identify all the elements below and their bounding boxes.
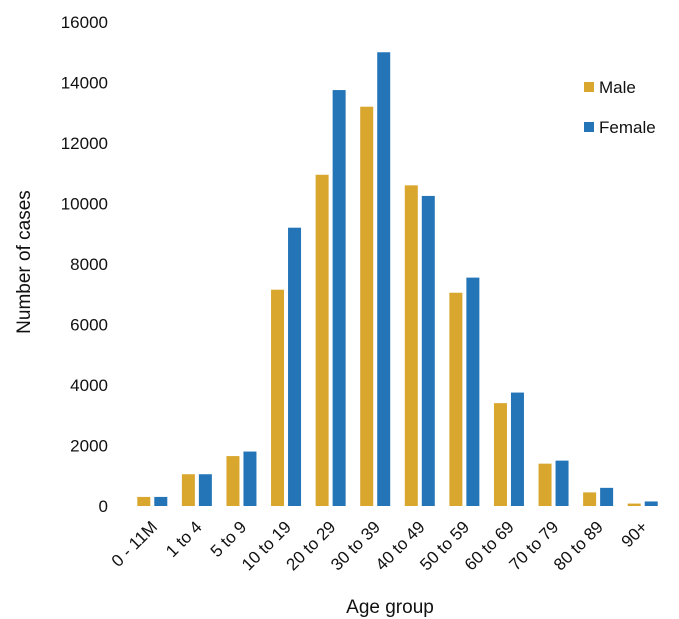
bars xyxy=(137,52,658,506)
bar-female xyxy=(421,195,435,506)
bar-male xyxy=(271,289,285,506)
y-tick-label: 6000 xyxy=(70,316,108,335)
bar-female xyxy=(154,496,168,506)
y-tick-label: 10000 xyxy=(61,195,108,214)
bar-male xyxy=(181,474,195,506)
bar-female xyxy=(466,277,480,506)
legend-label-male: Male xyxy=(599,78,636,97)
y-tick-label: 0 xyxy=(99,497,108,516)
y-tick-label: 4000 xyxy=(70,376,108,395)
bar-male xyxy=(404,185,418,506)
x-tick-label: 80 to 89 xyxy=(550,517,607,574)
bar-female xyxy=(377,52,391,506)
x-axis-title: Age group xyxy=(346,597,434,618)
y-tick-label: 16000 xyxy=(61,13,108,32)
y-tick-label: 2000 xyxy=(70,437,108,456)
legend: Male Female xyxy=(584,78,656,137)
bar-female xyxy=(243,451,257,506)
y-tick-label: 14000 xyxy=(61,74,108,93)
bar-female xyxy=(644,501,658,506)
y-axis-ticks: 0 2000 4000 6000 8000 10000 12000 14000 16000 xyxy=(61,13,108,516)
legend-label-female: Female xyxy=(599,118,656,137)
legend-swatch-female xyxy=(584,122,594,132)
legend-swatch-male xyxy=(584,82,594,92)
bar-male xyxy=(449,292,463,506)
x-tick-label: 90+ xyxy=(618,517,652,551)
bar-male xyxy=(583,492,597,506)
y-axis-title: Number of cases xyxy=(14,190,35,334)
bar-female xyxy=(332,90,346,506)
bar-male xyxy=(493,403,507,506)
bar-female xyxy=(510,392,524,506)
bar-male xyxy=(538,463,552,506)
bar-female xyxy=(288,227,302,506)
bar-male xyxy=(315,174,329,506)
bar-female xyxy=(555,460,569,506)
bar-male xyxy=(226,456,240,506)
bar-male xyxy=(627,503,641,506)
y-tick-label: 12000 xyxy=(61,134,108,153)
x-tick-label: 0 - 11M xyxy=(108,517,161,570)
x-tick-label: 1 to 4 xyxy=(162,517,206,561)
bar-female xyxy=(600,487,614,506)
y-tick-label: 8000 xyxy=(70,255,108,274)
bar-female xyxy=(198,474,212,506)
bar-male xyxy=(137,496,151,506)
bar-male xyxy=(360,106,374,506)
